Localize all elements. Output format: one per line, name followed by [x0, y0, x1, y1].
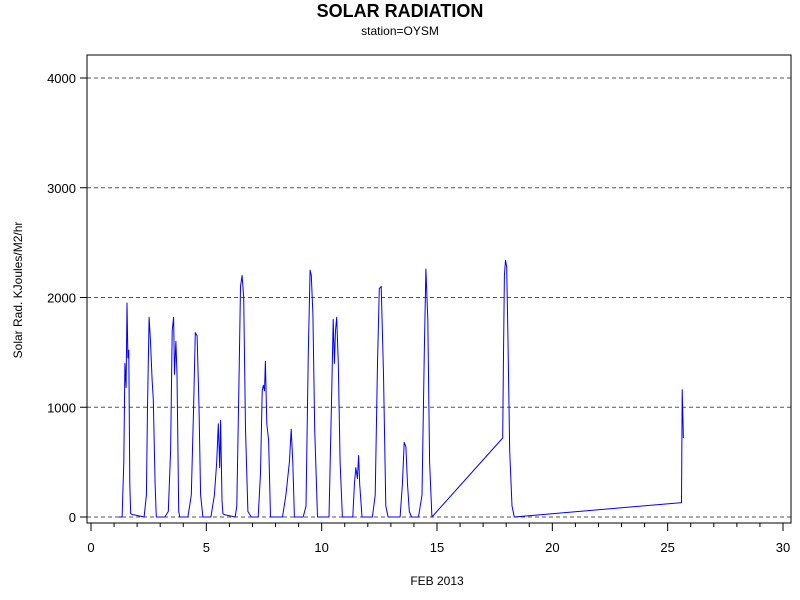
plot-frame	[86, 54, 792, 524]
y-axis-label: Solar Rad. KJoules/M2/hr	[11, 222, 25, 359]
gridlines	[87, 77, 791, 518]
axis-ticks: 0 1000 2000 3000 4000 0 5 10 15 20 25 30	[47, 71, 790, 555]
y-tick-label: 0	[69, 510, 76, 525]
x-tick-label: 5	[203, 540, 210, 555]
y-tick-label: 4000	[47, 71, 76, 86]
x-tick-label: 0	[87, 540, 94, 555]
x-tick-label: 30	[776, 540, 790, 555]
x-tick-label: 15	[430, 540, 444, 555]
chart-subtitle: station=OYSM	[361, 24, 439, 38]
y-tick-label: 3000	[47, 181, 76, 196]
y-tick-label: 1000	[47, 400, 76, 415]
chart-title: SOLAR RADIATION	[316, 1, 484, 21]
x-axis-label: FEB 2013	[410, 574, 464, 588]
x-tick-label: 25	[660, 540, 674, 555]
solar-radiation-line	[118, 259, 684, 518]
y-tick-label: 2000	[47, 291, 76, 306]
x-tick-label: 10	[314, 540, 328, 555]
series-layer	[118, 259, 684, 518]
x-tick-label: 20	[545, 540, 559, 555]
